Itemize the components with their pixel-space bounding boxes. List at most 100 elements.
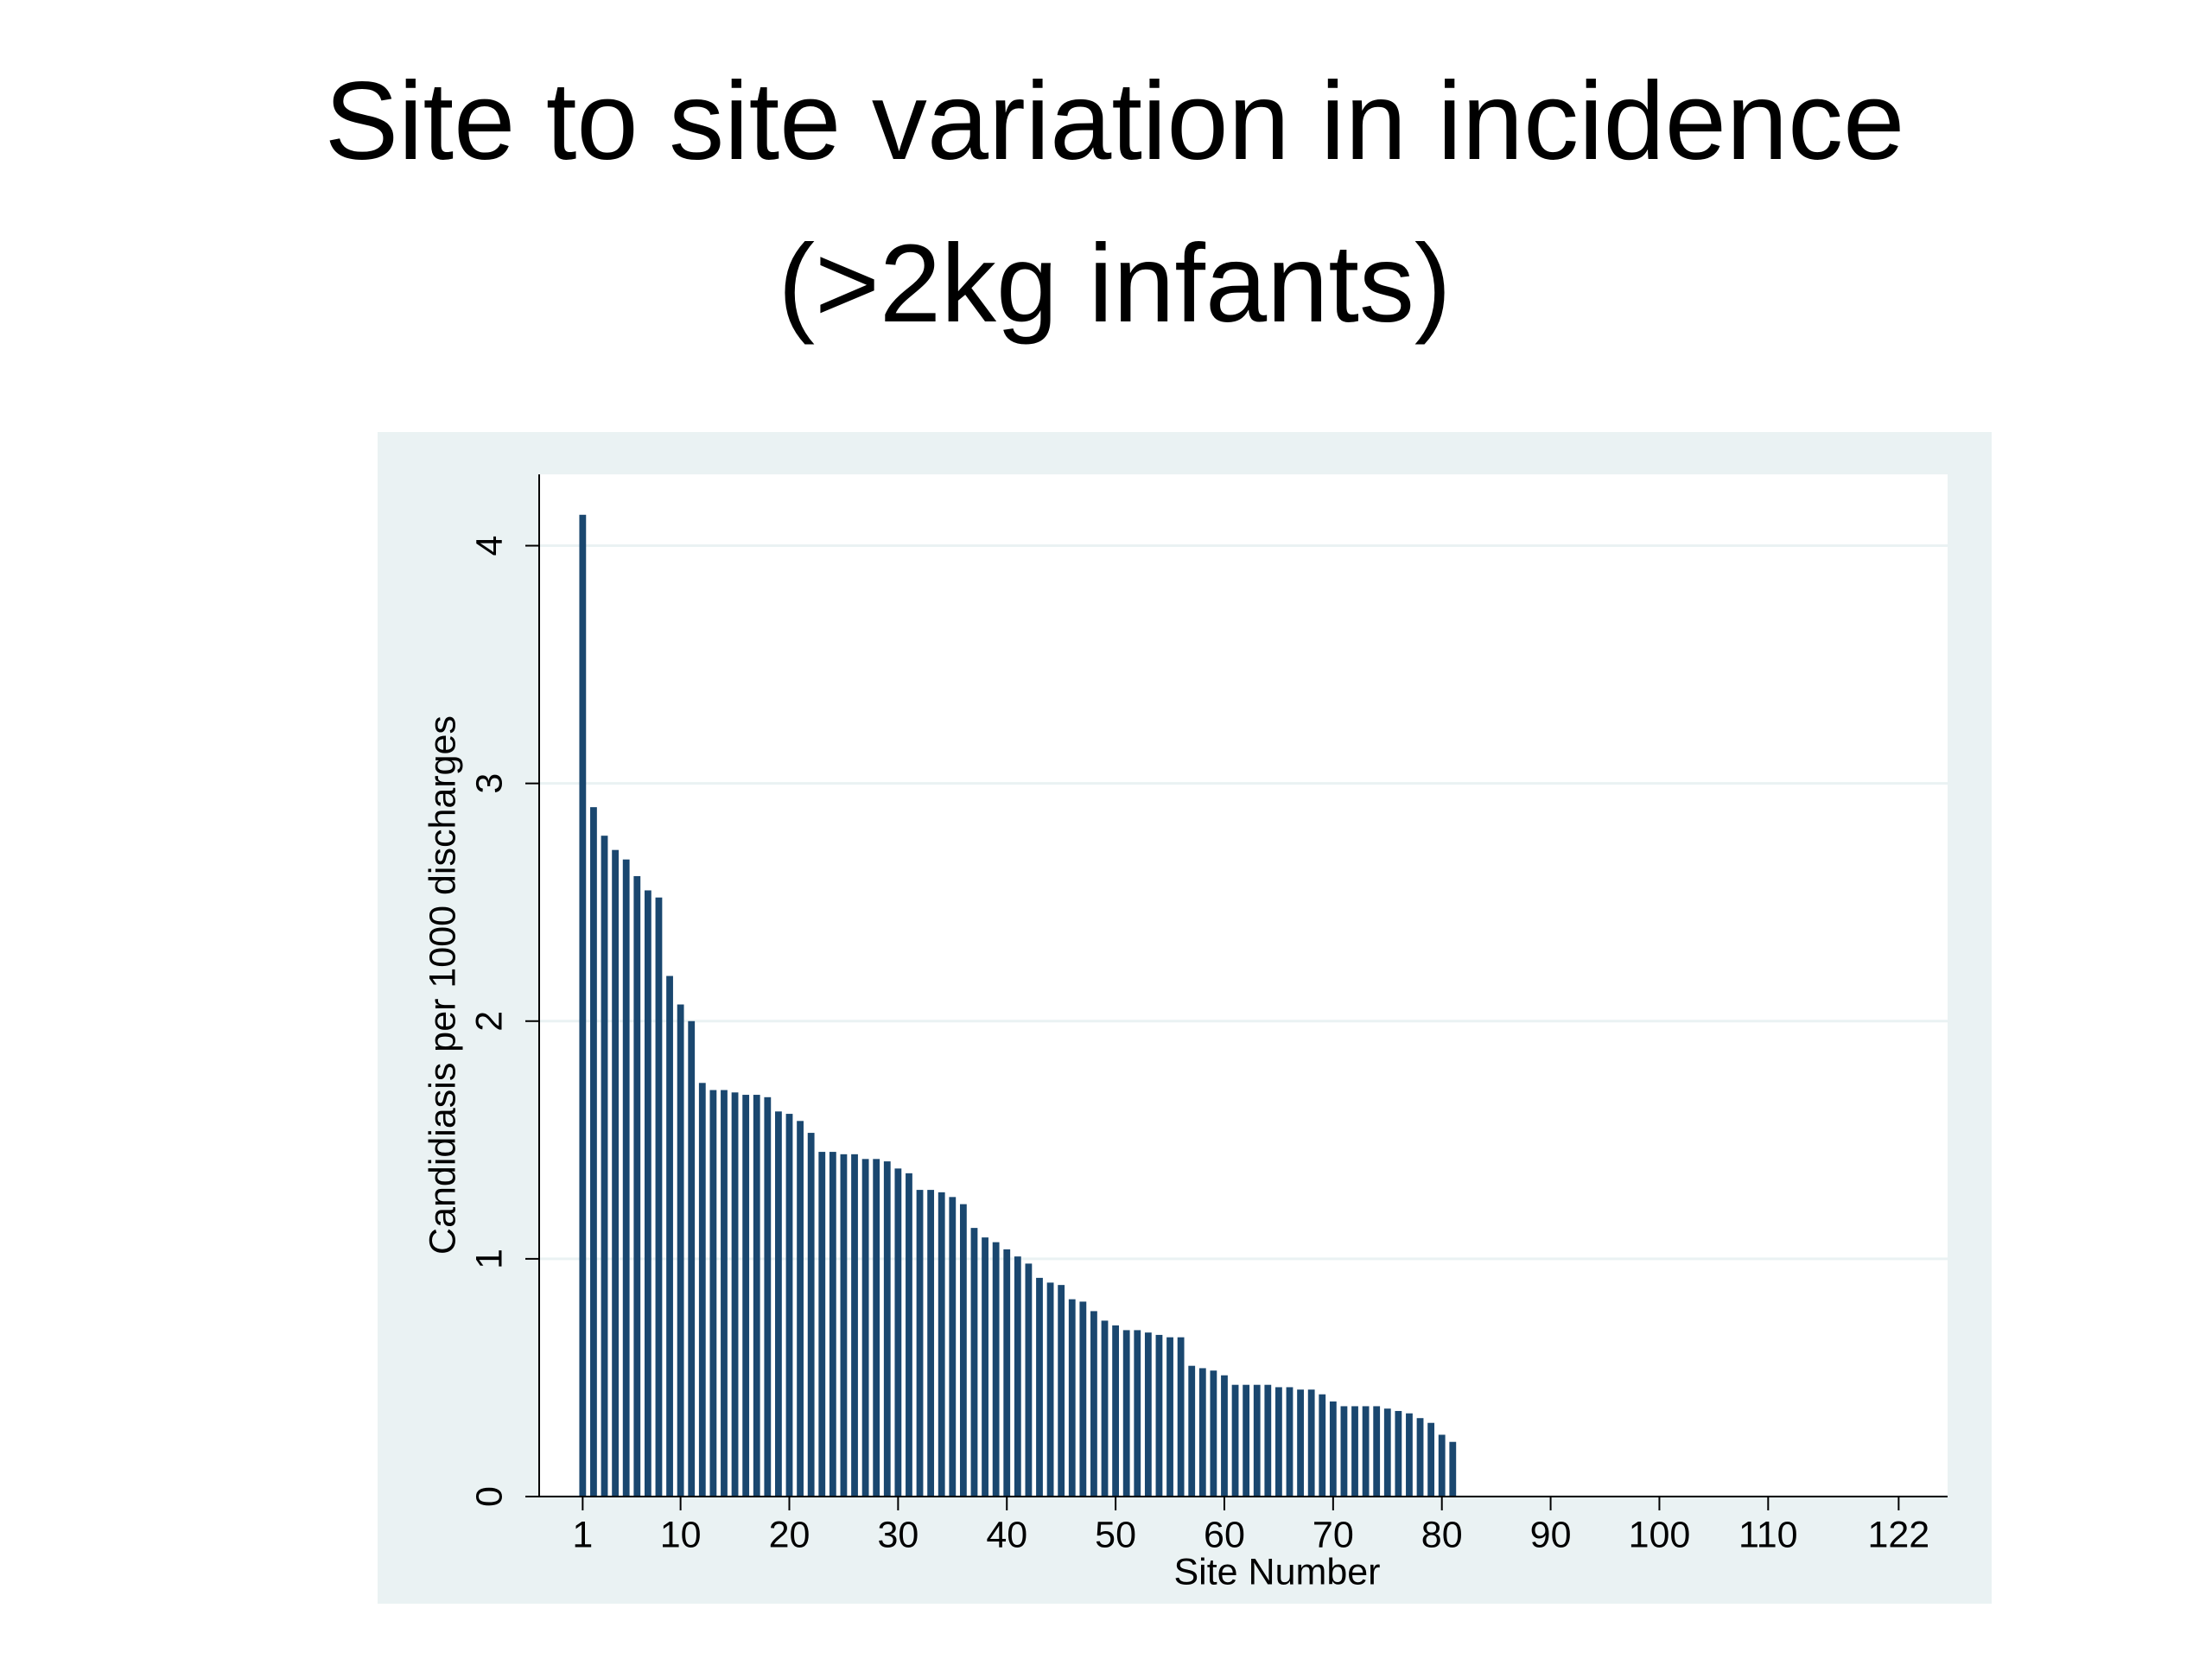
bar: [1046, 1282, 1054, 1497]
x-tick-label: 20: [769, 1514, 810, 1555]
x-tick-label: 122: [1867, 1514, 1929, 1555]
bar: [1264, 1384, 1272, 1497]
bar: [1231, 1384, 1239, 1497]
bar: [1210, 1370, 1217, 1497]
y-tick-label: 0: [468, 1486, 510, 1507]
bar: [1112, 1325, 1120, 1497]
bar: [883, 1161, 891, 1497]
bar: [818, 1152, 826, 1497]
bar: [1243, 1384, 1250, 1497]
bar: [785, 1114, 793, 1497]
bar: [698, 1083, 706, 1497]
bar: [1134, 1330, 1141, 1497]
bar: [992, 1242, 1000, 1497]
bar: [1383, 1408, 1391, 1497]
bar: [753, 1095, 760, 1497]
bar: [1373, 1406, 1381, 1497]
bar: [731, 1092, 739, 1497]
bar: [894, 1168, 902, 1497]
bar: [764, 1096, 772, 1497]
bar: [1079, 1301, 1087, 1497]
bar: [1014, 1256, 1021, 1497]
x-tick-label: 1: [572, 1514, 593, 1555]
bar: [1221, 1375, 1228, 1497]
bar: [1362, 1406, 1370, 1497]
bar: [807, 1133, 815, 1497]
slide-subtitle: (>2kg infants): [778, 222, 1451, 346]
bar: [1101, 1320, 1109, 1497]
y-tick-label: 1: [468, 1249, 510, 1269]
bar: [797, 1121, 804, 1497]
bar: [1307, 1389, 1315, 1497]
y-tick-label: 3: [468, 773, 510, 794]
bar: [938, 1192, 945, 1497]
bar: [1188, 1365, 1196, 1497]
y-axis-title: Candidiasis per 1000 discharges: [422, 715, 463, 1255]
bar: [1166, 1337, 1173, 1497]
bar: [1003, 1249, 1011, 1497]
bar: [677, 1004, 684, 1497]
bar: [851, 1154, 858, 1497]
bar: [633, 875, 641, 1497]
bar: [721, 1090, 728, 1497]
bar: [1198, 1368, 1206, 1497]
bar: [1036, 1277, 1043, 1497]
plot-area: [539, 474, 1948, 1497]
bar: [840, 1154, 848, 1497]
x-tick-label: 90: [1530, 1514, 1572, 1555]
x-axis-title: Site Number: [1174, 1551, 1381, 1592]
bar: [655, 897, 663, 1497]
bar: [1122, 1330, 1130, 1497]
y-tick-label: 4: [468, 536, 510, 556]
x-tick-label: 70: [1313, 1514, 1354, 1555]
bar: [579, 514, 587, 1497]
bar: [590, 807, 597, 1497]
bar: [1275, 1387, 1282, 1497]
bar: [775, 1111, 782, 1497]
bar: [1068, 1299, 1076, 1497]
bar: [644, 890, 652, 1497]
bar: [1286, 1387, 1294, 1497]
bar: [1351, 1406, 1358, 1497]
bar: [927, 1190, 935, 1497]
x-tick-label: 100: [1629, 1514, 1691, 1555]
bar: [666, 976, 673, 1497]
y-tick-label: 2: [468, 1011, 510, 1032]
bar: [1025, 1263, 1033, 1497]
bar: [1144, 1332, 1152, 1497]
bar: [742, 1095, 750, 1497]
x-tick-label: 110: [1738, 1514, 1798, 1555]
x-tick-label: 30: [877, 1514, 918, 1555]
bar: [1319, 1394, 1326, 1497]
bar: [1340, 1406, 1348, 1497]
bar: [612, 849, 620, 1497]
bar: [1177, 1337, 1185, 1497]
bar: [949, 1197, 957, 1497]
x-tick-label: 50: [1095, 1514, 1136, 1555]
bar: [1395, 1410, 1402, 1497]
bar: [688, 1020, 696, 1497]
bar: [709, 1090, 717, 1497]
bar: [959, 1204, 967, 1497]
bar: [829, 1152, 836, 1497]
bar: [1329, 1401, 1337, 1497]
bar: [1155, 1334, 1163, 1497]
bar: [622, 859, 630, 1497]
bar: [1090, 1311, 1097, 1497]
slide-title: Site to site variation in incidence: [325, 60, 1905, 183]
bar: [1449, 1441, 1457, 1497]
x-tick-label: 40: [986, 1514, 1027, 1555]
bar: [1406, 1413, 1413, 1497]
bar: [1253, 1384, 1261, 1497]
bar: [601, 836, 608, 1497]
bar: [1058, 1285, 1065, 1497]
x-tick-label: 60: [1204, 1514, 1245, 1555]
bar: [1438, 1434, 1446, 1497]
bar: [916, 1190, 924, 1497]
bar: [1427, 1422, 1435, 1497]
bar: [970, 1228, 978, 1497]
bar: [1416, 1418, 1424, 1497]
bar: [873, 1159, 880, 1497]
bar: [1297, 1389, 1304, 1497]
